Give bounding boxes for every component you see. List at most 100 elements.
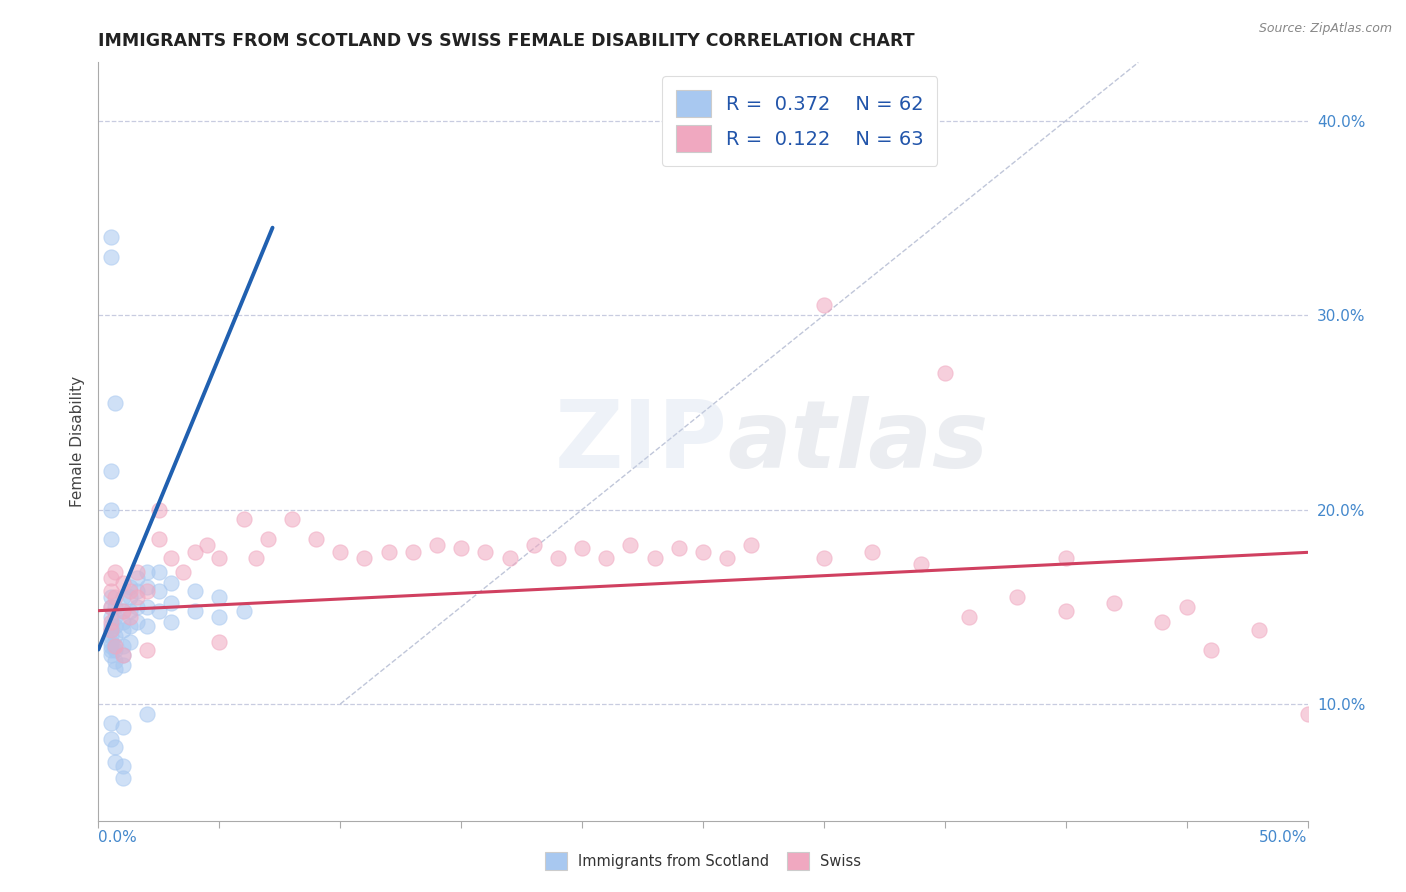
Point	[245, 551, 267, 566]
Point	[100, 623, 122, 637]
Point	[1102, 596, 1125, 610]
Point	[104, 756, 127, 770]
Point	[104, 662, 127, 676]
Point	[111, 658, 134, 673]
Point	[148, 584, 170, 599]
Point	[111, 759, 134, 773]
Point	[184, 545, 207, 559]
Point	[957, 609, 980, 624]
Point	[104, 609, 127, 624]
Point	[256, 532, 278, 546]
Point	[148, 532, 170, 546]
Point	[118, 604, 141, 618]
Point	[104, 395, 127, 409]
Point	[160, 551, 183, 566]
Point	[100, 571, 122, 585]
Point	[100, 648, 122, 663]
Text: atlas: atlas	[727, 395, 988, 488]
Point	[100, 599, 122, 614]
Point	[571, 541, 593, 556]
Point	[111, 615, 134, 630]
Point	[104, 739, 127, 754]
Point	[474, 545, 496, 559]
Text: ZIP: ZIP	[554, 395, 727, 488]
Point	[1152, 615, 1174, 630]
Point	[740, 538, 762, 552]
Legend: Immigrants from Scotland, Swiss: Immigrants from Scotland, Swiss	[538, 847, 868, 876]
Point	[118, 580, 141, 594]
Point	[100, 639, 122, 653]
Point	[329, 545, 352, 559]
Point	[1054, 551, 1077, 566]
Point	[1007, 590, 1029, 604]
Point	[450, 541, 472, 556]
Point	[118, 584, 141, 599]
Point	[934, 367, 956, 381]
Point	[118, 634, 141, 648]
Point	[100, 464, 122, 478]
Point	[208, 609, 231, 624]
Point	[100, 502, 122, 516]
Point	[104, 639, 127, 653]
Point	[111, 604, 134, 618]
Point	[135, 599, 157, 614]
Point	[1249, 623, 1271, 637]
Point	[100, 609, 122, 624]
Legend: R =  0.372    N = 62, R =  0.122    N = 63: R = 0.372 N = 62, R = 0.122 N = 63	[662, 76, 938, 166]
Y-axis label: Female Disability: Female Disability	[69, 376, 84, 508]
Point	[111, 623, 134, 637]
Point	[100, 250, 122, 264]
Point	[1175, 599, 1198, 614]
Point	[100, 599, 122, 614]
Point	[172, 565, 194, 579]
Point	[111, 590, 134, 604]
Point	[402, 545, 425, 559]
Point	[127, 615, 149, 630]
Point	[135, 706, 157, 721]
Point	[111, 639, 134, 653]
Point	[595, 551, 617, 566]
Point	[160, 615, 183, 630]
Point	[148, 565, 170, 579]
Point	[148, 604, 170, 618]
Point	[127, 599, 149, 614]
Point	[104, 654, 127, 668]
Point	[1054, 604, 1077, 618]
Point	[1199, 642, 1222, 657]
Point	[813, 551, 835, 566]
Point	[160, 576, 183, 591]
Point	[232, 604, 254, 618]
Text: Source: ZipAtlas.com: Source: ZipAtlas.com	[1258, 22, 1392, 36]
Point	[644, 551, 666, 566]
Point	[148, 502, 170, 516]
Point	[208, 634, 231, 648]
Point	[498, 551, 520, 566]
Point	[111, 771, 134, 785]
Point	[716, 551, 738, 566]
Point	[135, 565, 157, 579]
Point	[100, 634, 122, 648]
Point	[692, 545, 714, 559]
Point	[100, 230, 122, 244]
Point	[104, 565, 127, 579]
Point	[118, 619, 141, 633]
Point	[910, 557, 932, 571]
Point	[104, 629, 127, 643]
Point	[127, 571, 149, 585]
Point	[127, 590, 149, 604]
Point	[208, 590, 231, 604]
Point	[100, 584, 122, 599]
Point	[100, 619, 122, 633]
Point	[135, 580, 157, 594]
Point	[353, 551, 375, 566]
Point	[104, 599, 127, 614]
Point	[195, 538, 218, 552]
Point	[118, 590, 141, 604]
Point	[118, 609, 141, 624]
Point	[111, 648, 134, 663]
Point	[160, 596, 183, 610]
Point	[111, 576, 134, 591]
Point	[135, 619, 157, 633]
Point	[104, 639, 127, 653]
Point	[1296, 706, 1319, 721]
